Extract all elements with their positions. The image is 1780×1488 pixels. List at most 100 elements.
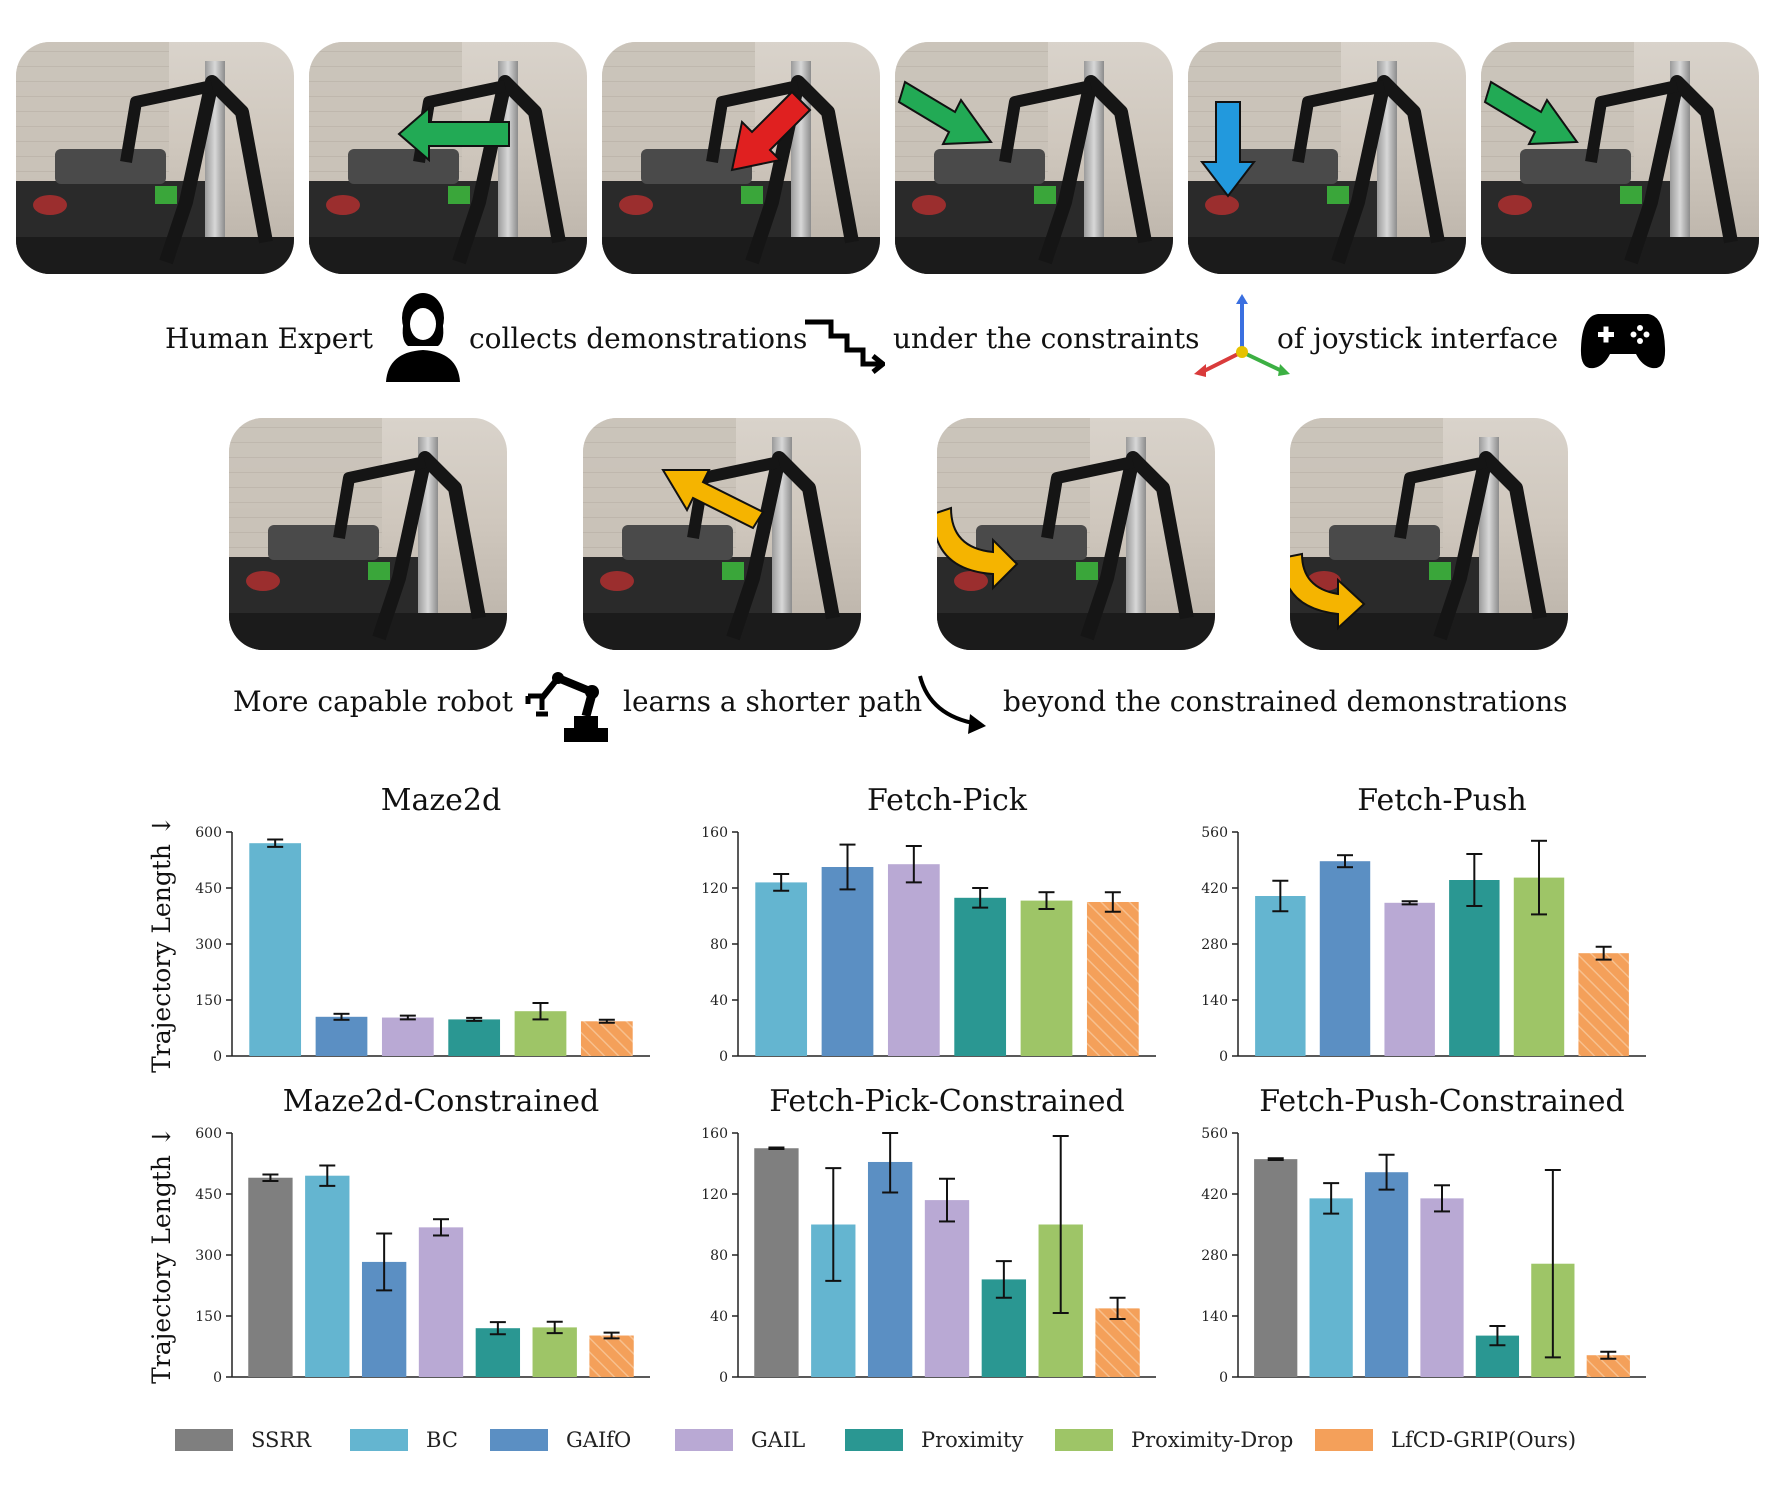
robot-arm-illustration: [706, 75, 859, 265]
legend-item: Proximity: [845, 1424, 1023, 1456]
bar-gaifo: [1319, 861, 1371, 1056]
caption-learns: learns a shorter path: [623, 685, 923, 718]
learned-path-photo: [937, 418, 1215, 650]
legend-swatch: [1055, 1429, 1113, 1451]
bar-ssrr: [248, 1177, 293, 1377]
y-tick-label: 150: [195, 1309, 222, 1325]
legend-label: LfCD-GRIP(Ours): [1391, 1428, 1577, 1452]
motion-arrow-icon: [730, 90, 812, 172]
error-bar: [1323, 1182, 1340, 1215]
bar-proximity: [1449, 880, 1500, 1056]
error-bar: [768, 1146, 785, 1151]
motion-arrow-icon: [1483, 80, 1579, 146]
bar-gail: [418, 1227, 464, 1377]
error-bar: [1401, 900, 1418, 906]
legend-label: SSRR: [251, 1428, 312, 1452]
error-bar: [489, 1321, 506, 1336]
robot-arm-illustration: [1199, 75, 1445, 265]
bar-bc: [1309, 1198, 1353, 1377]
error-bar: [773, 873, 790, 892]
caption-joystick: of joystick interface: [1277, 322, 1559, 355]
caption-human-expert: Human Expert: [165, 322, 373, 355]
demonstration-photo: [16, 42, 294, 274]
error-bar: [333, 1012, 350, 1021]
robot-arm-illustration: [661, 451, 840, 641]
robot-arm-illustration: [1483, 75, 1738, 265]
error-bar: [1052, 1135, 1069, 1314]
error-bar: [1466, 853, 1483, 907]
y-tick-label: 300: [195, 937, 222, 953]
y-tick-label: 0: [213, 1049, 222, 1065]
legend-swatch: [1315, 1429, 1373, 1451]
y-tick-label: 80: [710, 1248, 728, 1264]
curved-arrow-icon: [918, 675, 986, 734]
caption-beyond: beyond the constrained demonstrations: [1003, 685, 1568, 718]
bar-bc: [755, 882, 808, 1056]
y-tick-label: 140: [1201, 993, 1228, 1009]
motion-arrow-icon: [661, 469, 765, 530]
legend: SSRR BC GAIfO GAIL Proximity Proximity-Drop Lf…: [175, 1424, 1635, 1456]
bar-gail: [887, 864, 940, 1056]
bar-gaifo: [867, 1161, 913, 1377]
y-tick-label: 140: [1201, 1309, 1228, 1325]
chart-5: Fetch-Push-Constrained 0 140 280 420 560: [1201, 1084, 1646, 1386]
robot-arm-illustration: [897, 75, 1152, 265]
demonstration-photo: [309, 42, 587, 274]
y-tick-label: 0: [213, 1370, 222, 1386]
xyz-axes-icon: [1194, 294, 1290, 377]
y-tick-label: 280: [1201, 937, 1228, 953]
error-bar: [972, 887, 989, 909]
robot-arm-illustration: [1290, 451, 1547, 641]
y-tick-label: 450: [195, 881, 222, 897]
error-bar: [603, 1331, 620, 1340]
legend-item: SSRR: [175, 1424, 311, 1456]
legend-label: Proximity-Drop: [1131, 1428, 1294, 1452]
demonstration-photo: [895, 42, 1173, 274]
error-bar: [376, 1232, 393, 1292]
chart-3: Maze2d-Constrained 0 150 300 450 600 Trajector…: [147, 1084, 650, 1386]
bar-gaifo: [1364, 1172, 1409, 1377]
gamepad-icon: [1580, 314, 1666, 369]
bar-proximity: [448, 1019, 501, 1056]
error-bar: [1272, 879, 1289, 913]
bar-proximity-drop: [532, 1327, 577, 1377]
legend-swatch: [175, 1429, 233, 1451]
y-tick-label: 600: [195, 825, 222, 841]
error-bar: [532, 1001, 549, 1021]
bar-gail: [381, 1017, 434, 1056]
y-tick-label: 40: [710, 993, 728, 1009]
error-bar: [319, 1164, 336, 1187]
legend-item: BC: [350, 1424, 458, 1456]
motion-arrow-icon: [1290, 552, 1366, 631]
bar-gaifo: [315, 1016, 368, 1056]
error-bar: [1109, 1296, 1126, 1321]
motion-arrow-icon: [897, 80, 993, 146]
error-bar: [839, 843, 856, 891]
y-tick-label: 420: [1201, 1187, 1228, 1203]
robot-arm-illustration: [333, 451, 486, 641]
motion-arrow-icon: [397, 105, 510, 163]
error-bar: [905, 845, 922, 884]
demonstration-photo: [1188, 42, 1466, 274]
chart-title: Fetch-Push-Constrained: [1259, 1084, 1625, 1119]
y-tick-label: 0: [719, 1049, 728, 1065]
chart-4: Fetch-Pick-Constrained 0 40 80 120 160: [701, 1084, 1156, 1386]
chart-1: Fetch-Pick 0 40 80 120 160: [701, 783, 1156, 1065]
error-bar: [399, 1014, 416, 1021]
y-tick-label: 280: [1201, 1248, 1228, 1264]
error-bar: [1434, 1184, 1450, 1213]
person-icon: [386, 293, 460, 382]
bar-gaifo: [821, 867, 874, 1056]
y-tick-label: 560: [1201, 1126, 1228, 1142]
error-bar: [1600, 1350, 1617, 1360]
y-tick-label: 160: [701, 825, 728, 841]
y-tick-label: 450: [195, 1187, 222, 1203]
y-tick-label: 560: [1201, 825, 1228, 841]
legend-label: GAIL: [751, 1428, 806, 1452]
bar-bc: [249, 843, 302, 1056]
error-bar: [433, 1218, 449, 1237]
motion-arrow-icon: [937, 506, 1019, 591]
chart-0: Maze2d 0 150 300 450 600 Trajectory Length ↓: [147, 783, 650, 1073]
